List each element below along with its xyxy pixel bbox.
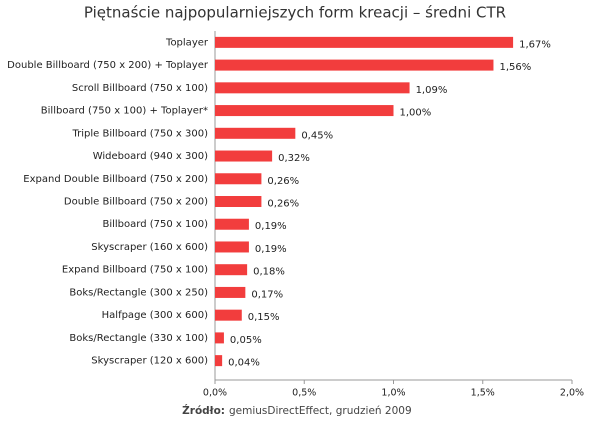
value-label: 0,45% bbox=[301, 130, 333, 141]
value-label: 0,32% bbox=[278, 153, 310, 164]
x-tick-label: 1,5% bbox=[471, 388, 495, 399]
bar bbox=[215, 127, 296, 139]
y-tick-label: Billboard (750 x 100) bbox=[102, 219, 208, 230]
y-tick-label: Skyscraper (160 x 600) bbox=[91, 242, 208, 253]
bar bbox=[215, 196, 262, 207]
value-label: 0,19% bbox=[255, 221, 287, 232]
value-label: 1,00% bbox=[400, 108, 432, 119]
y-tick-label: Skyscraper (120 x 600) bbox=[91, 356, 208, 367]
value-label: 0,05% bbox=[230, 335, 262, 346]
value-label: 1,67% bbox=[519, 39, 551, 50]
value-label: 1,56% bbox=[499, 62, 531, 73]
value-label: 0,15% bbox=[248, 312, 280, 323]
value-label: 0,19% bbox=[255, 244, 287, 255]
value-label: 0,17% bbox=[251, 289, 283, 300]
source-label: Źródło: bbox=[182, 404, 225, 417]
bar bbox=[215, 264, 248, 276]
y-tick-label: Billboard (750 x 100) + Toplayer* bbox=[41, 106, 208, 117]
y-tick-label: Expand Double Billboard (750 x 200) bbox=[23, 174, 208, 185]
x-tick-label: 0,0% bbox=[203, 388, 227, 399]
value-label: 0,18% bbox=[253, 267, 285, 278]
y-tick-label: Wideboard (940 x 300) bbox=[93, 151, 208, 162]
y-tick-label: Triple Billboard (750 x 300) bbox=[72, 128, 209, 139]
bar bbox=[215, 36, 514, 48]
bar bbox=[215, 332, 224, 344]
bar bbox=[215, 173, 262, 185]
bar bbox=[215, 309, 242, 321]
value-label: 0,26% bbox=[267, 199, 299, 210]
x-tick-label: 0,5% bbox=[292, 388, 316, 399]
x-tick-label: 2,0% bbox=[560, 388, 584, 399]
bar bbox=[215, 355, 223, 367]
value-label: 1,09% bbox=[416, 85, 448, 96]
y-tick-label: Double Billboard (750 x 200) + Toplayer bbox=[7, 60, 209, 71]
y-tick-label: Halfpage (300 x 600) bbox=[102, 310, 208, 321]
x-tick-label: 1,0% bbox=[381, 388, 405, 399]
value-label: 0,04% bbox=[228, 358, 260, 369]
bar bbox=[215, 286, 246, 298]
value-label: 0,26% bbox=[267, 176, 299, 187]
y-tick-label: Toplayer bbox=[165, 37, 209, 48]
bar bbox=[215, 59, 494, 71]
y-tick-label: Boks/Rectangle (330 x 100) bbox=[69, 333, 208, 344]
chart-title: Piętnaście najpopularniejszych form krea… bbox=[84, 4, 506, 22]
bar bbox=[215, 150, 273, 162]
bar bbox=[215, 105, 394, 117]
y-tick-label: Double Billboard (750 x 200) bbox=[64, 197, 208, 208]
bar bbox=[215, 241, 249, 253]
bar bbox=[215, 218, 249, 230]
y-tick-label: Boks/Rectangle (300 x 250) bbox=[69, 287, 208, 298]
y-tick-label: Expand Billboard (750 x 100) bbox=[62, 265, 208, 276]
source: gemiusDirectEffect, grudzień 2009 bbox=[229, 405, 412, 417]
y-tick-label: Scroll Billboard (750 x 100) bbox=[72, 83, 208, 94]
bar bbox=[215, 82, 410, 94]
